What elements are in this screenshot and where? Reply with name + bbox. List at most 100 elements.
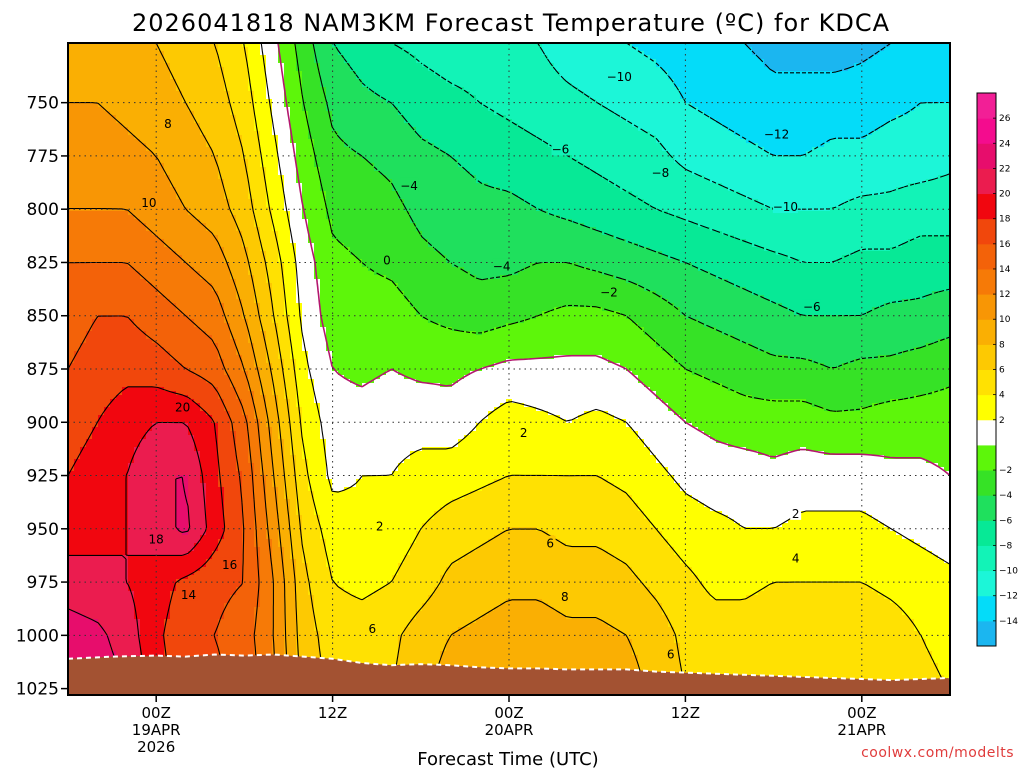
temperature-band-cell: [440, 575, 639, 580]
temperature-band-cell: [662, 399, 807, 404]
temperature-band-cell: [284, 79, 303, 84]
temperature-band-cell: [272, 623, 285, 628]
temperature-band-cell: [260, 579, 273, 584]
temperature-band-cell: [128, 503, 177, 508]
temperature-band-cell: [284, 607, 297, 612]
temperature-band-cell: [626, 119, 717, 124]
temperature-band-cell: [632, 495, 693, 500]
temperature-band-cell: [104, 407, 201, 412]
temperature-band-cell: [398, 647, 447, 652]
temperature-band-cell: [296, 59, 315, 64]
temperature-band-cell: [326, 451, 411, 456]
temperature-band-cell: [260, 131, 273, 136]
temperature-band-cell: [218, 347, 237, 352]
temperature-band-cell: [326, 335, 651, 340]
temperature-band-cell: [272, 583, 285, 588]
temperature-band-cell: [686, 219, 950, 224]
temperature-band-cell: [242, 399, 255, 404]
temperature-band-cell: [362, 475, 507, 480]
temperature-band-cell: [638, 127, 729, 132]
temperature-band-cell: [308, 231, 333, 236]
temperature-band-cell: [176, 483, 189, 488]
temperature-band-cell: [218, 159, 249, 164]
temperature-band-cell: [158, 43, 219, 48]
temperature-band-cell: [632, 319, 699, 324]
temperature-band-cell: [212, 339, 237, 344]
temperature-band-cell: [260, 387, 273, 392]
temperature-band-cell: [374, 163, 459, 168]
temperature-band-cell: [284, 579, 297, 584]
temperature-band-cell: [236, 467, 255, 472]
colorbar-swatch: [977, 243, 996, 270]
temperature-band-cell: [290, 431, 303, 436]
temperature-band-cell: [866, 135, 950, 140]
temperature-band-cell: [632, 123, 723, 128]
temperature-band-cell: [674, 479, 950, 484]
temperature-band-cell: [752, 47, 885, 52]
temperature-band-cell: [176, 579, 243, 584]
temperature-band-cell: [596, 227, 711, 232]
temperature-band-cell: [272, 563, 285, 568]
temperature-band-cell: [560, 151, 669, 156]
y-tick-label: 1000: [16, 626, 59, 646]
temperature-band-cell: [206, 379, 231, 384]
temperature-band-cell: [176, 83, 225, 88]
temperature-band-cell: [662, 347, 759, 352]
temperature-band-cell: [266, 395, 279, 400]
contour-label-bg: [559, 588, 571, 603]
temperature-band-cell: [284, 631, 297, 636]
temperature-band-cell: [68, 523, 129, 528]
temperature-band-cell: [68, 319, 93, 324]
temperature-band-cell: [668, 619, 915, 624]
temperature-band-cell: [254, 631, 273, 636]
temperature-band-cell: [230, 275, 255, 280]
temperature-band-cell: [332, 575, 393, 580]
temperature-band-cell: [248, 331, 267, 336]
temperature-band-cell: [290, 127, 309, 132]
temperature-band-cell: [290, 439, 303, 444]
temperature-band-cell: [422, 231, 603, 236]
temperature-band-cell: [242, 491, 255, 496]
temperature-band-cell: [284, 595, 297, 600]
temperature-band-cell: [878, 591, 950, 596]
temperature-band-cell: [308, 587, 345, 592]
temperature-band-cell: [704, 583, 771, 588]
temperature-band-cell: [494, 111, 615, 116]
temperature-band-cell: [446, 259, 681, 264]
temperature-band-cell: [182, 99, 231, 104]
temperature-band-cell: [902, 299, 950, 304]
temperature-band-cell: [452, 83, 573, 88]
temperature-band-cell: [266, 515, 279, 520]
colorbar-label: 16: [999, 240, 1011, 250]
temperature-band-cell: [314, 499, 453, 504]
temperature-band-cell: [224, 407, 243, 412]
temperature-band-cell: [848, 67, 950, 72]
temperature-band-cell: [920, 543, 950, 548]
temperature-band-cell: [176, 187, 225, 192]
temperature-band-cell: [758, 591, 879, 596]
temperature-band-cell: [68, 363, 183, 368]
temperature-band-cell: [320, 307, 417, 312]
temperature-band-cell: [440, 651, 633, 656]
temperature-band-cell: [158, 235, 219, 240]
temperature-band-cell: [302, 83, 321, 88]
temperature-band-cell: [308, 479, 333, 484]
temperature-band-cell: [842, 255, 950, 260]
temperature-band-cell: [302, 331, 327, 336]
temperature-band-cell: [266, 331, 279, 336]
temperature-band-cell: [278, 163, 297, 168]
temperature-band-cell: [290, 403, 297, 408]
temperature-band-cell: [608, 107, 699, 112]
temperature-band-cell: [296, 243, 315, 248]
temperature-band-cell: [242, 315, 261, 320]
temperature-band-cell: [320, 535, 417, 540]
temperature-band-cell: [266, 347, 279, 352]
temperature-band-cell: [266, 343, 279, 348]
temperature-band-cell: [68, 499, 129, 504]
temperature-band-cell: [140, 647, 165, 652]
temperature-band-cell: [284, 463, 297, 468]
temperature-band-cell: [230, 423, 249, 428]
temperature-band-cell: [716, 327, 950, 332]
temperature-band-cell: [254, 111, 273, 116]
temperature-band-cell: [260, 431, 273, 436]
